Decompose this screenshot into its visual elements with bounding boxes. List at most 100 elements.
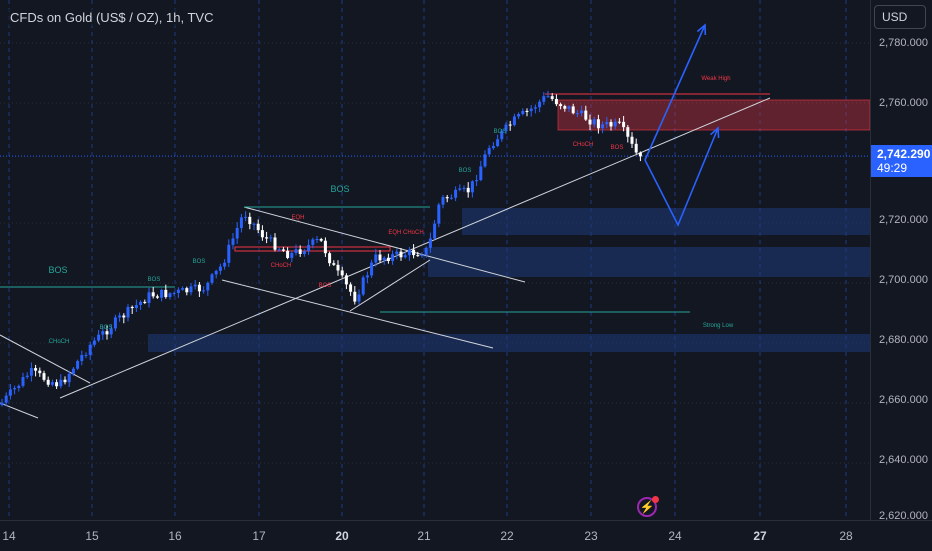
candle-body	[630, 136, 634, 144]
price-tick-2760: 2,760.000	[879, 97, 928, 109]
candle-body	[428, 238, 432, 248]
candle-body	[529, 108, 533, 112]
candle-body	[433, 223, 437, 239]
candle-body	[38, 370, 42, 374]
candle-body	[248, 216, 252, 225]
candle-body	[454, 189, 458, 198]
channel-lower	[221, 279, 494, 349]
weak-high-label: Weak High	[701, 76, 730, 82]
candle-body	[617, 121, 621, 123]
candle-body	[256, 223, 260, 231]
date-label-22: 22	[500, 529, 514, 543]
bos-label: BOS	[48, 265, 67, 275]
currency-button[interactable]: USD	[874, 5, 926, 29]
candle-body	[491, 146, 495, 149]
candle-body	[97, 334, 101, 341]
date-label-16: 16	[168, 529, 182, 543]
lightning-icon[interactable]: ⚡	[637, 496, 659, 517]
candle-body	[538, 101, 542, 108]
candle-body	[252, 223, 256, 225]
chart-area[interactable]: BOS CHoCH BOS BOS BOS BOS EQH CHoCH BOS EQH CHoCH…	[0, 0, 870, 520]
candle-body	[546, 96, 550, 98]
time-axis[interactable]: 14 15 16 17 20 21 22 23 24 27 28	[0, 520, 932, 551]
candle-body	[197, 284, 201, 292]
candle-body	[382, 257, 386, 261]
candle-body	[622, 121, 626, 128]
price-tick-2680: 2,680.000	[879, 334, 928, 346]
candle-body	[21, 377, 25, 386]
date-label-14: 14	[2, 529, 16, 543]
date-label-24: 24	[668, 529, 682, 543]
candle-body	[592, 119, 596, 125]
candle-body	[59, 379, 63, 387]
choch-label: CHoCH	[271, 263, 292, 269]
candle-body	[412, 249, 416, 256]
candle-body	[189, 286, 193, 293]
candle-body	[323, 240, 327, 254]
candle-body	[298, 249, 302, 254]
date-label-23: 23	[584, 529, 598, 543]
candle-body	[286, 250, 290, 258]
candle-body	[223, 262, 227, 267]
date-label-27: 27	[753, 529, 767, 543]
date-label-20: 20	[335, 529, 349, 543]
candle-body	[500, 130, 504, 140]
candle-body	[559, 104, 563, 107]
candle-body	[328, 253, 332, 264]
candle-body	[118, 315, 122, 318]
date-label-28: 28	[839, 529, 853, 543]
candle-body	[353, 291, 357, 302]
candle-body	[214, 270, 218, 275]
bullish-projection-arrow	[644, 24, 706, 161]
price-tick-2640: 2,640.000	[879, 454, 928, 466]
candle-body	[101, 331, 105, 335]
price-tick-2700: 2,700.000	[879, 274, 928, 286]
candle-body	[281, 249, 285, 251]
candle-body	[567, 106, 571, 109]
candle-body	[130, 306, 134, 309]
candle-body	[466, 187, 470, 193]
price-tick-2780: 2,780.000	[879, 37, 928, 49]
notification-dot	[652, 496, 659, 503]
candle-body	[634, 143, 638, 153]
candle-body	[164, 289, 168, 298]
candle-body	[504, 124, 508, 131]
price-chart[interactable]: BOS CHoCH BOS BOS BOS BOS EQH CHoCH BOS EQH CHoCH…	[0, 0, 870, 520]
price-axis[interactable]: 2,780.000 2,760.000 2,720.000 2,700.000 …	[870, 0, 932, 522]
candle-body	[42, 373, 46, 380]
candle-body	[550, 96, 554, 99]
supply-zone	[557, 99, 870, 131]
candle-body	[525, 110, 529, 112]
candle-body	[386, 257, 390, 262]
eqh-choch-label: EQH CHoCH	[388, 230, 423, 236]
candle-body	[88, 344, 92, 355]
candle-body	[575, 113, 579, 115]
candle-body	[147, 292, 151, 303]
bos-label: BOS	[193, 259, 206, 265]
candle-body	[449, 197, 453, 199]
candle-body	[185, 288, 189, 293]
candle-body	[424, 247, 428, 255]
candle-body	[319, 239, 323, 241]
candle-body	[475, 180, 479, 182]
candle-body	[0, 402, 4, 405]
candle-body	[365, 275, 369, 278]
candle-body	[563, 106, 567, 109]
candle-body	[126, 306, 130, 318]
candle-body	[109, 328, 113, 335]
candle-body	[63, 379, 67, 383]
candle-body	[269, 237, 273, 239]
candle-body	[479, 166, 483, 181]
candle-body	[378, 254, 382, 261]
candle-body	[470, 181, 474, 193]
candle-body	[517, 114, 521, 117]
candle-body	[613, 121, 617, 127]
bos-label: BOS	[148, 277, 161, 283]
candle-body	[265, 237, 269, 239]
candle-body	[13, 388, 17, 390]
demand-zone-middle	[428, 247, 870, 277]
symbol-title: CFDs on Gold (US$ / OZ), 1h, TVC	[8, 9, 216, 26]
candle-body	[206, 282, 210, 291]
bos-label: BOS	[100, 325, 113, 331]
candle-body	[244, 216, 248, 218]
